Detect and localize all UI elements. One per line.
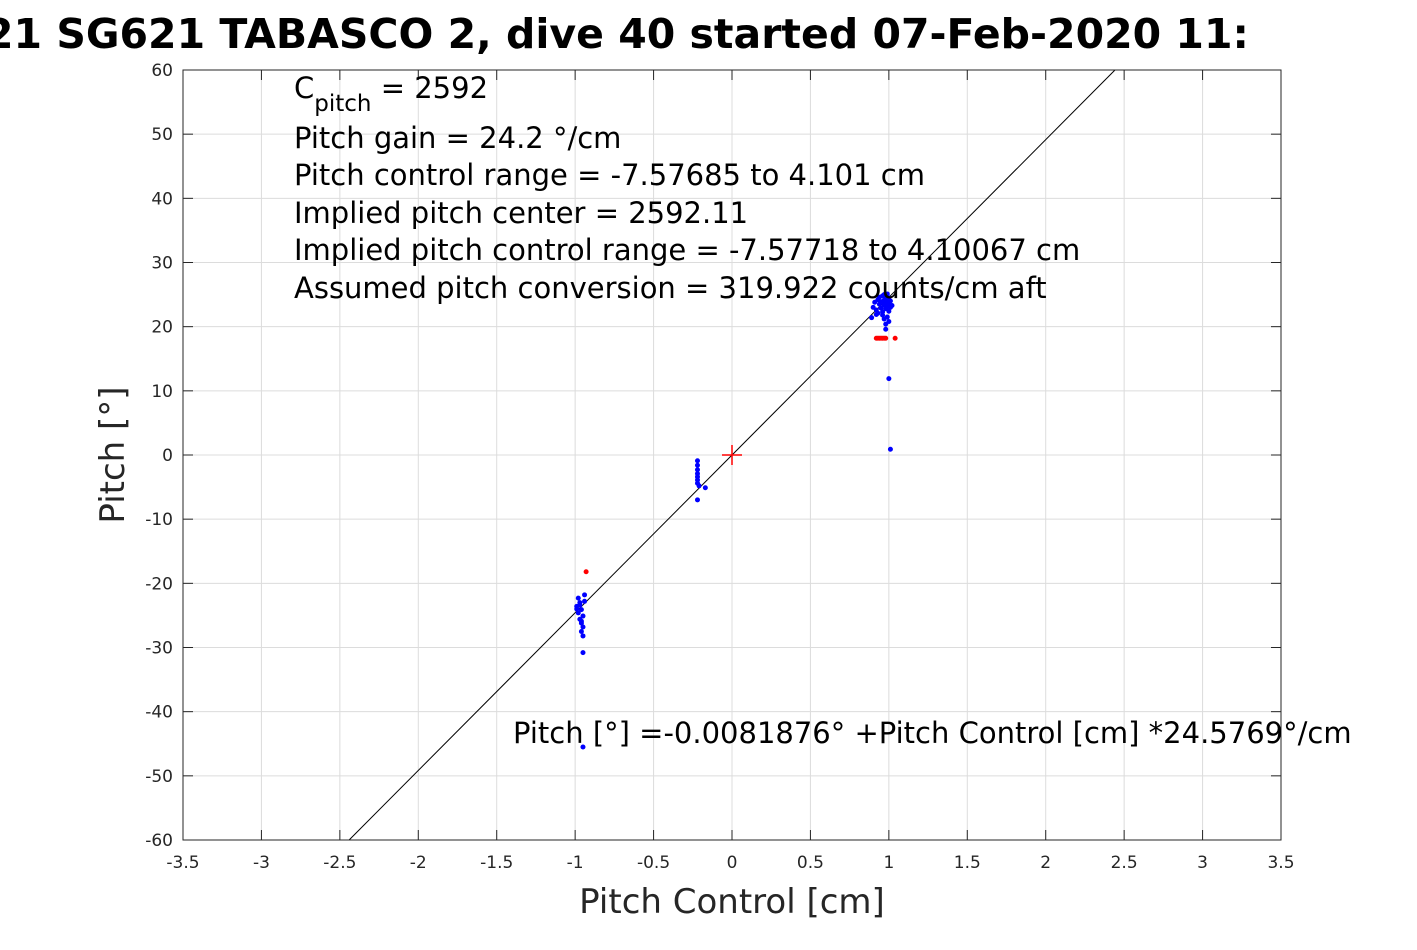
data-point-red [583,569,589,575]
chart-title: 21 SG621 TABASCO 2, dive 40 started 07-F… [0,10,1249,58]
c-pitch-value: = 2592 [371,71,488,105]
c-pitch-main: C [294,71,314,105]
pitch-control-range-annotation: Pitch control range = -7.57685 to 4.101 … [294,158,925,192]
x-tick-label: 0.5 [797,853,824,873]
data-point-blue [582,592,588,598]
implied-pitch-center-annotation: Implied pitch center = 2592.11 [294,196,748,230]
data-point-blue [575,595,581,601]
x-tick-label: 1.5 [954,853,981,873]
data-point-blue [580,650,586,656]
x-tick-label: 3.5 [1267,853,1294,873]
x-tick-label: -3 [253,853,270,873]
fit-equation-annotation: Pitch [°] =-0.0081876° +Pitch Control [c… [513,716,1352,750]
data-point-blue [886,376,892,382]
data-point-blue [694,497,700,503]
y-tick-label: 50 [151,125,173,145]
x-tick-label: -1.5 [480,853,513,873]
y-tick-label: -40 [145,703,173,723]
data-point-red [892,335,898,341]
y-axis-label: Pitch [°] [93,386,133,523]
y-tick-label: -10 [145,510,173,530]
data-point-red [883,335,889,341]
x-tick-label: 0 [727,853,738,873]
y-tick-label: -50 [145,767,173,787]
x-tick-label: -3.5 [166,853,199,873]
data-point-blue [694,458,700,464]
data-point-blue [878,305,884,311]
c-pitch-annotation: Cpitch = 2592 [294,71,488,117]
pitch-gain-annotation: Pitch gain = 24.2 °/cm [294,121,621,155]
y-tick-label: 60 [151,61,173,81]
data-point-blue [694,462,700,468]
y-tick-label: 30 [151,254,173,274]
data-point-blue [880,312,886,318]
x-axis-label: Pitch Control [cm] [579,882,885,922]
data-point-blue [575,610,581,616]
annotation-block: Cpitch = 2592 Pitch gain = 24.2 °/cm Pit… [294,71,1352,750]
data-point-blue [702,485,708,491]
data-point-blue [696,483,702,489]
data-point-blue [889,302,895,308]
data-point-blue [580,744,586,750]
data-point-blue [577,602,583,608]
y-tick-label: -60 [145,831,173,851]
y-tick-label: 10 [151,382,173,402]
data-point-blue [574,606,580,612]
data-point-blue [578,618,584,624]
x-tick-label: -1 [567,853,584,873]
data-point-blue [580,613,586,619]
data-point-blue [886,308,892,314]
data-point-blue [884,314,890,320]
data-point-blue [694,467,700,473]
implied-pitch-range-annotation: Implied pitch control range = -7.57718 t… [294,233,1080,267]
y-tick-label: 0 [162,446,173,466]
x-tick-label: -2.5 [323,853,356,873]
x-tick-label: -2 [410,853,427,873]
y-tick-label: -30 [145,639,173,659]
y-tick-label: 40 [151,189,173,209]
data-point-blue [580,633,586,639]
x-tick-label: 3 [1197,853,1208,873]
data-point-blue [884,291,890,297]
data-point-blue [887,298,893,304]
data-point-blue [886,319,892,325]
data-point-blue [873,311,879,317]
x-tick-label: -0.5 [637,853,670,873]
data-point-blue [887,446,893,452]
data-point-blue [869,315,875,321]
data-point-blue [580,624,586,630]
c-pitch-subscript: pitch [314,91,371,117]
x-tick-label: 2.5 [1111,853,1138,873]
assumed-conversion-annotation: Assumed pitch conversion = 319.922 count… [294,271,1047,305]
x-tick-label: 2 [1040,853,1051,873]
y-tick-label: -20 [145,574,173,594]
data-point-blue [578,607,584,613]
x-tick-label: 1 [883,853,894,873]
data-point-blue [883,326,889,332]
data-point-blue [582,598,588,604]
data-point-blue [578,628,584,634]
y-tick-label: 20 [151,318,173,338]
